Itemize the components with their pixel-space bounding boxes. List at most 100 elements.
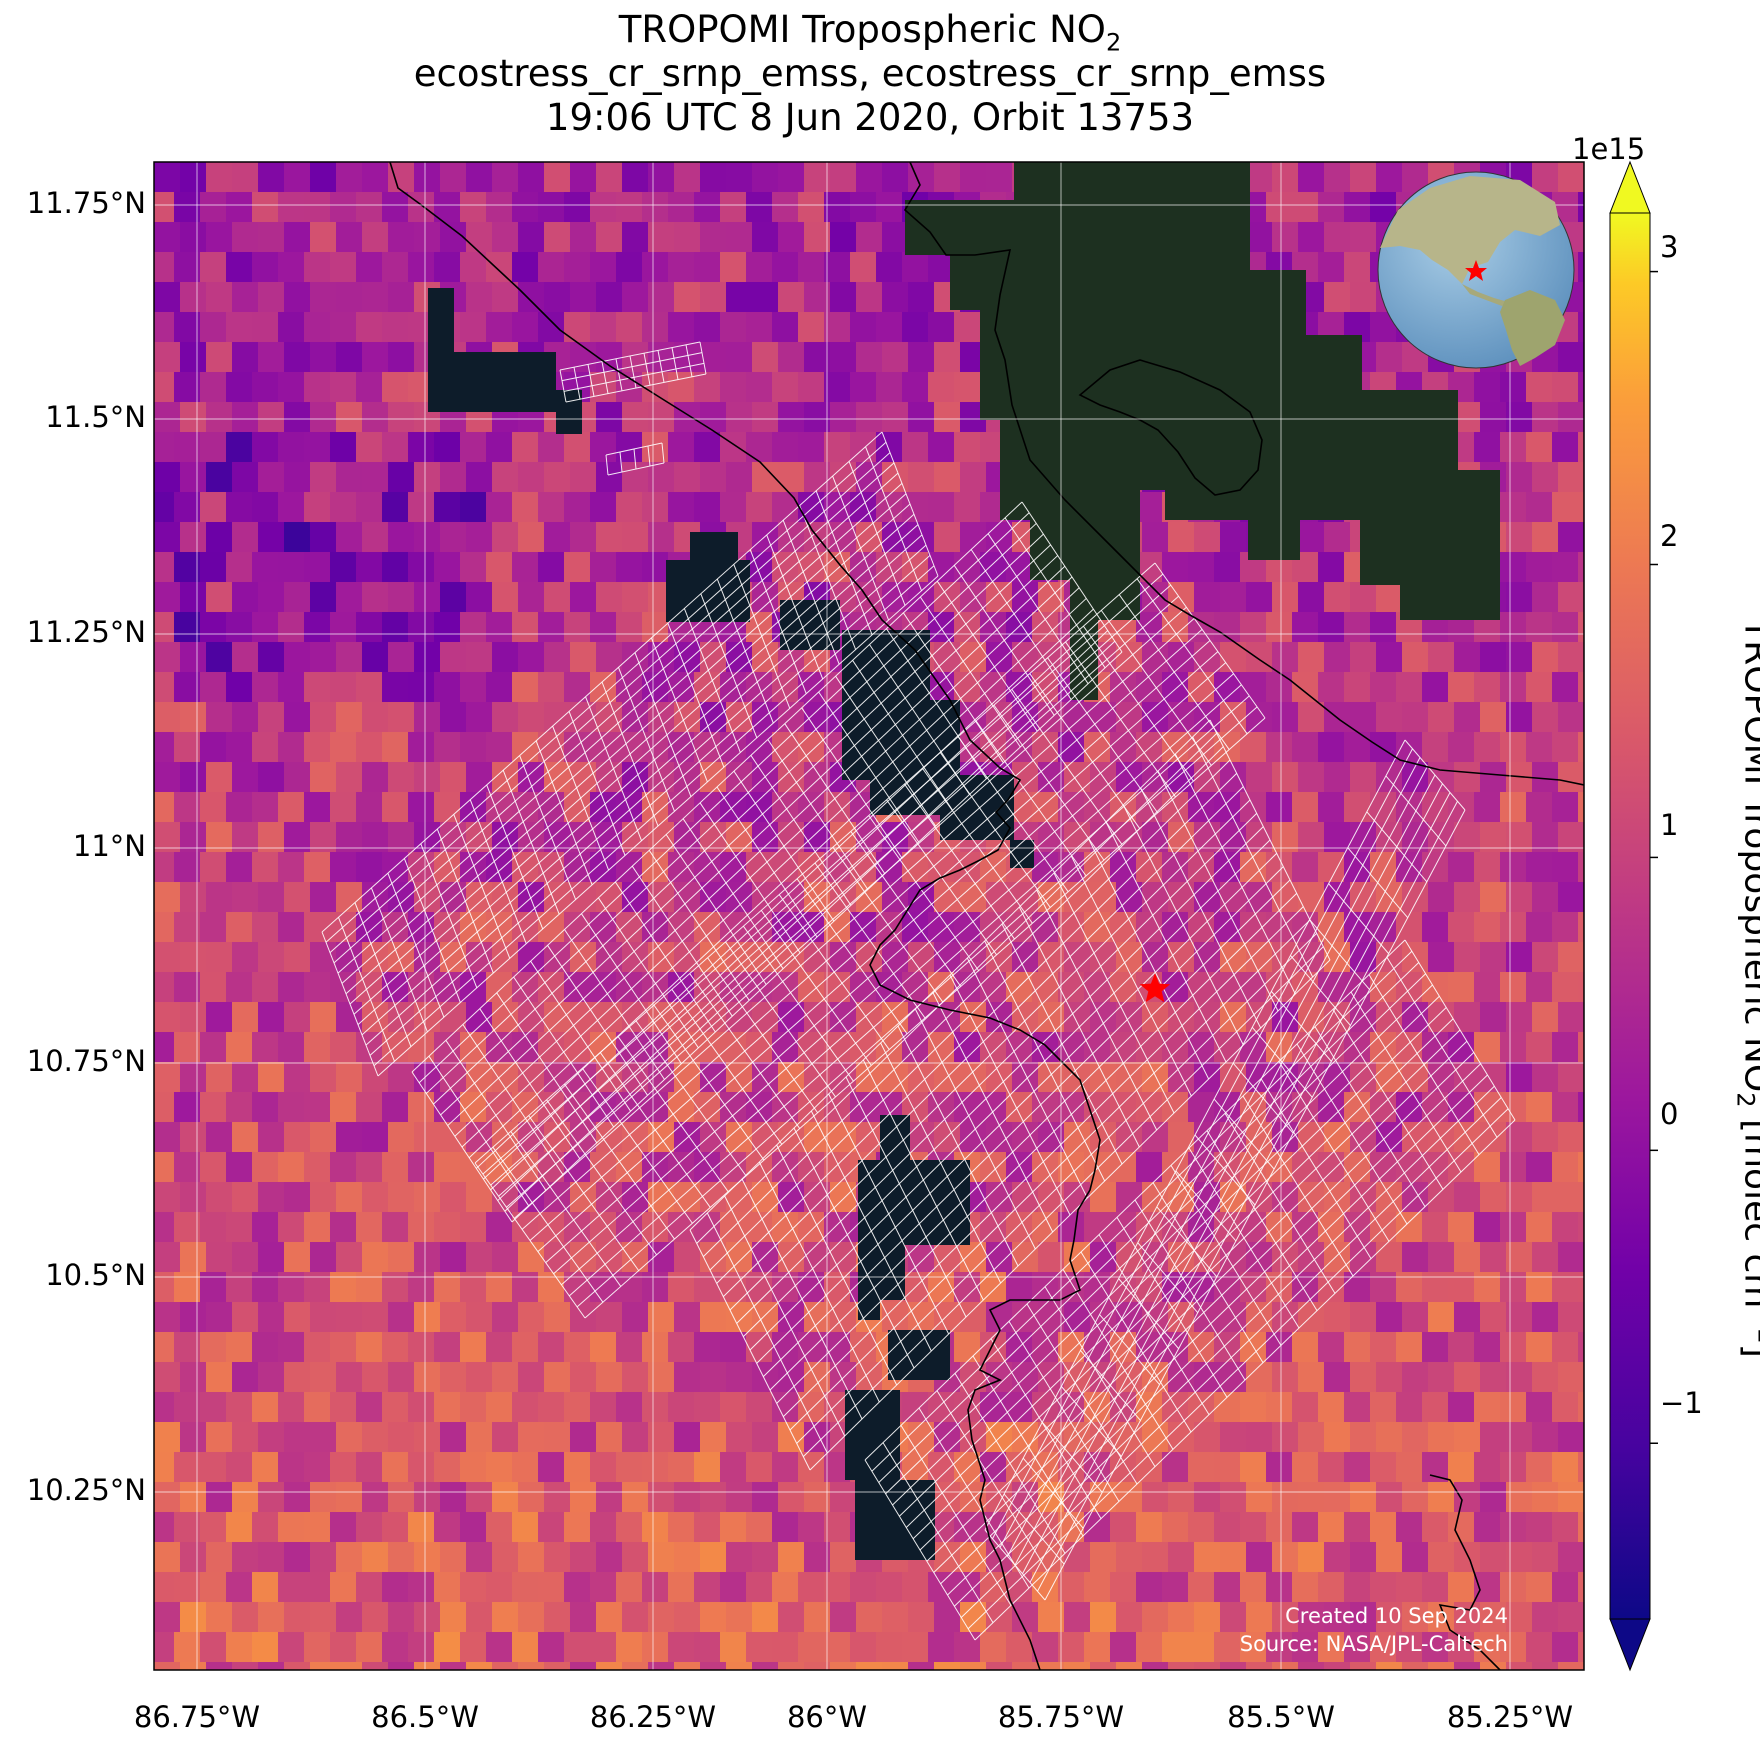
no2-pixel bbox=[1558, 942, 1584, 973]
no2-pixel bbox=[258, 1422, 285, 1453]
no2-pixel bbox=[856, 282, 883, 313]
no2-pixel bbox=[154, 1092, 175, 1123]
no2-pixel bbox=[622, 1482, 649, 1513]
no2-pixel bbox=[1350, 1302, 1377, 1333]
no2-pixel bbox=[284, 1002, 311, 1033]
no2-pixel bbox=[1532, 402, 1559, 433]
no2-pixel bbox=[772, 1212, 799, 1243]
no2-pixel bbox=[206, 1302, 233, 1333]
no2-pixel bbox=[1350, 162, 1377, 193]
no2-pixel bbox=[746, 1452, 773, 1483]
no2-pixel bbox=[778, 1602, 805, 1633]
no2-pixel bbox=[928, 1032, 955, 1063]
no2-pixel bbox=[362, 582, 389, 613]
no2-pixel bbox=[1454, 1362, 1481, 1393]
no2-pixel bbox=[928, 1632, 955, 1663]
no2-pixel bbox=[1376, 1602, 1403, 1633]
no2-pixel bbox=[980, 1092, 1007, 1123]
no2-pixel bbox=[694, 1452, 721, 1483]
no2-pixel bbox=[232, 882, 259, 913]
no2-pixel bbox=[1552, 1632, 1579, 1663]
no2-pixel bbox=[752, 1542, 779, 1573]
no2-pixel bbox=[180, 222, 207, 253]
no2-pixel bbox=[486, 1332, 513, 1363]
no2-pixel bbox=[408, 1152, 435, 1183]
no2-pixel bbox=[954, 1332, 981, 1363]
no2-pixel bbox=[1064, 1362, 1091, 1393]
no2-pixel bbox=[226, 1152, 253, 1183]
no2-pixel bbox=[1292, 1452, 1319, 1483]
no2-pixel bbox=[434, 1512, 461, 1543]
no2-pixel bbox=[1376, 1662, 1403, 1670]
no2-pixel bbox=[798, 1632, 825, 1663]
no2-pixel bbox=[284, 522, 311, 553]
no2-pixel bbox=[336, 1242, 363, 1273]
no2-pixel bbox=[960, 642, 987, 673]
no2-pixel bbox=[466, 642, 493, 673]
no2-pixel bbox=[648, 1422, 675, 1453]
no2-pixel bbox=[1474, 1092, 1501, 1123]
no2-pixel bbox=[902, 852, 929, 883]
no2-pixel bbox=[642, 1332, 669, 1363]
no2-pixel bbox=[778, 342, 805, 373]
no2-pixel bbox=[876, 192, 903, 223]
no2-pixel bbox=[1214, 1572, 1241, 1603]
no2-pixel bbox=[154, 702, 181, 733]
no2-pixel bbox=[1214, 1512, 1241, 1543]
no2-pixel bbox=[960, 1062, 987, 1093]
no2-pixel bbox=[310, 162, 337, 193]
no2-pixel bbox=[960, 1542, 987, 1573]
no2-pixel bbox=[596, 282, 623, 313]
no2-pixel bbox=[180, 1602, 207, 1633]
no2-pixel bbox=[1292, 1572, 1319, 1603]
no2-pixel bbox=[700, 162, 727, 193]
no2-pixel bbox=[1168, 1542, 1195, 1573]
no2-pixel bbox=[954, 492, 981, 523]
no2-pixel bbox=[466, 522, 493, 553]
no2-pixel bbox=[616, 852, 643, 883]
no2-pixel bbox=[310, 222, 337, 253]
no2-pixel bbox=[336, 522, 363, 553]
no2-pixel bbox=[336, 702, 363, 733]
no2-pixel bbox=[538, 612, 565, 643]
no2-pixel bbox=[336, 762, 363, 793]
no2-pixel bbox=[1532, 1182, 1559, 1213]
no2-pixel bbox=[538, 1332, 565, 1363]
no2-pixel bbox=[590, 432, 617, 463]
no2-pixel bbox=[1558, 582, 1584, 613]
no2-pixel bbox=[1578, 1272, 1584, 1303]
no2-pixel bbox=[564, 612, 591, 643]
no2-pixel bbox=[850, 312, 877, 343]
no2-pixel bbox=[1012, 582, 1039, 613]
no2-pixel bbox=[1578, 1572, 1584, 1603]
no2-pixel bbox=[304, 372, 331, 403]
no2-pixel bbox=[590, 552, 617, 583]
no2-pixel bbox=[440, 1482, 467, 1513]
no2-pixel bbox=[778, 1542, 805, 1573]
no2-pixel bbox=[908, 1302, 935, 1333]
no2-pixel bbox=[518, 162, 545, 193]
no2-pixel bbox=[1324, 882, 1351, 913]
no2-pixel bbox=[1578, 612, 1584, 643]
no2-pixel bbox=[226, 612, 253, 643]
no2-pixel bbox=[1188, 552, 1215, 583]
no2-pixel bbox=[440, 1662, 467, 1670]
no2-pixel bbox=[778, 882, 805, 913]
no2-pixel bbox=[700, 1602, 727, 1633]
no2-pixel bbox=[278, 1452, 305, 1483]
no2-pixel bbox=[388, 582, 415, 613]
no2-pixel bbox=[752, 1662, 779, 1670]
no2-pixel bbox=[1324, 1542, 1351, 1573]
no2-pixel bbox=[460, 432, 487, 463]
no2-pixel bbox=[1454, 1422, 1481, 1453]
no2-pixel bbox=[486, 1092, 513, 1123]
no2-pixel bbox=[1402, 1662, 1429, 1670]
no2-pixel bbox=[518, 462, 545, 493]
no2-pixel bbox=[1162, 1032, 1189, 1063]
no2-pixel bbox=[1136, 792, 1163, 823]
no2-pixel bbox=[648, 282, 675, 313]
no2-pixel bbox=[226, 312, 253, 343]
no2-pixel bbox=[1012, 1602, 1039, 1633]
lon-tick-label: 86°W bbox=[786, 1700, 868, 1734]
no2-pixel bbox=[460, 672, 487, 703]
